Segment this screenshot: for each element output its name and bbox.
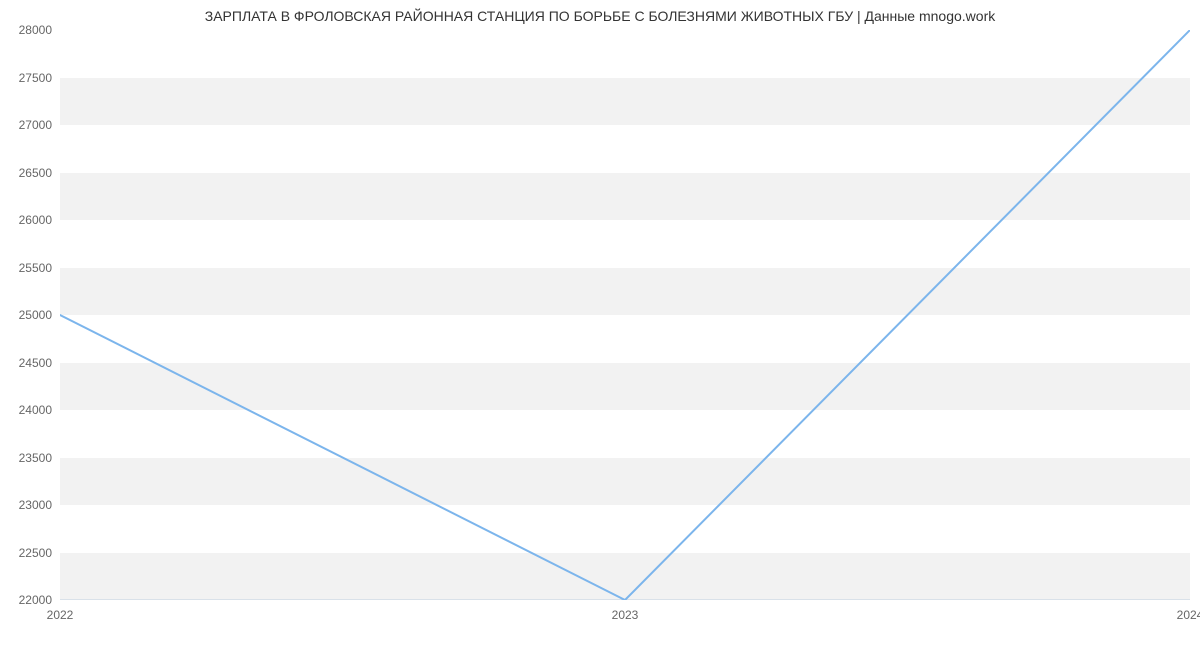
plot-area: 2200022500230002350024000245002500025500… bbox=[60, 30, 1190, 600]
y-tick-label: 22000 bbox=[19, 593, 52, 607]
y-tick-label: 27000 bbox=[19, 118, 52, 132]
y-tick-label: 28000 bbox=[19, 23, 52, 37]
y-tick-label: 25000 bbox=[19, 308, 52, 322]
x-tick-label: 2023 bbox=[612, 608, 639, 622]
series-line bbox=[60, 30, 1190, 600]
y-tick-label: 27500 bbox=[19, 71, 52, 85]
y-tick-label: 26500 bbox=[19, 166, 52, 180]
y-tick-label: 23500 bbox=[19, 451, 52, 465]
x-tick-label: 2024 bbox=[1177, 608, 1200, 622]
y-tick-label: 25500 bbox=[19, 261, 52, 275]
chart-title: ЗАРПЛАТА В ФРОЛОВСКАЯ РАЙОННАЯ СТАНЦИЯ П… bbox=[0, 8, 1200, 24]
y-tick-label: 23000 bbox=[19, 498, 52, 512]
y-tick-label: 26000 bbox=[19, 213, 52, 227]
salary-line-chart: ЗАРПЛАТА В ФРОЛОВСКАЯ РАЙОННАЯ СТАНЦИЯ П… bbox=[0, 0, 1200, 650]
y-tick-label: 24000 bbox=[19, 403, 52, 417]
y-tick-label: 22500 bbox=[19, 546, 52, 560]
x-tick-label: 2022 bbox=[47, 608, 74, 622]
y-tick-label: 24500 bbox=[19, 356, 52, 370]
